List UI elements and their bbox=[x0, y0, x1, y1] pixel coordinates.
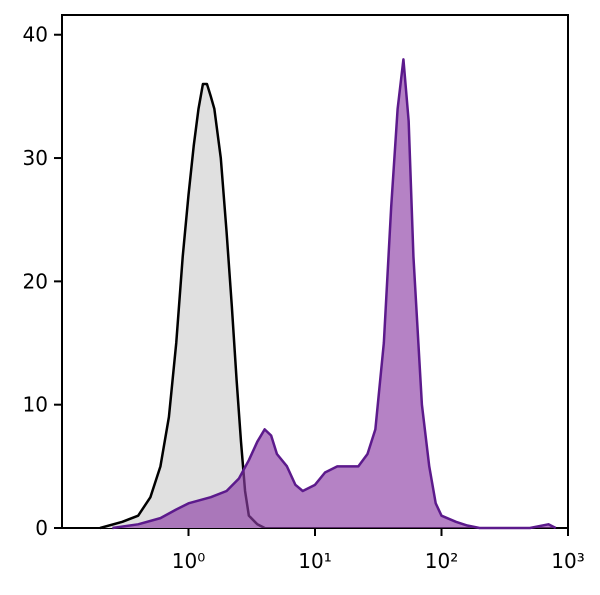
x-tick-label: 10⁰ bbox=[172, 549, 205, 573]
x-tick-label: 10¹ bbox=[298, 549, 331, 573]
series-line bbox=[99, 82, 266, 530]
y-tick-label: 30 bbox=[23, 146, 48, 170]
plot-frame bbox=[61, 14, 569, 529]
x-tick-label: 10² bbox=[425, 549, 458, 573]
y-tick-label: 0 bbox=[35, 516, 48, 540]
y-tick-label: 10 bbox=[23, 393, 48, 417]
area-fill bbox=[100, 84, 265, 529]
y-tick-label: 20 bbox=[23, 269, 48, 293]
y-tick-label: 40 bbox=[23, 23, 48, 47]
series-line bbox=[112, 58, 557, 530]
x-tick-label: 10³ bbox=[551, 549, 584, 573]
